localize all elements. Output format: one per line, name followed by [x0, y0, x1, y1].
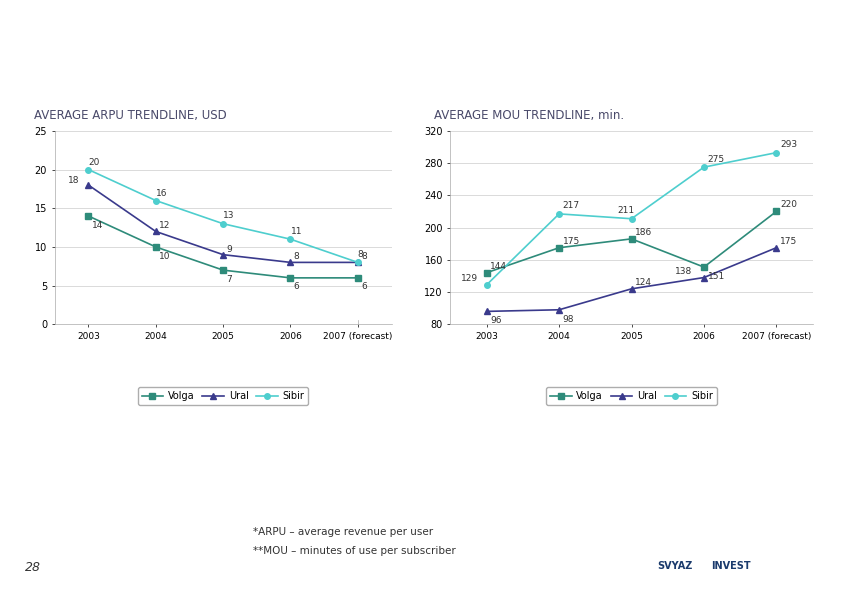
Text: SVYAZ: SVYAZ: [657, 561, 692, 571]
Text: 16: 16: [156, 189, 168, 198]
Text: 96: 96: [490, 317, 502, 325]
Text: 129: 129: [461, 274, 478, 283]
Text: 6: 6: [294, 283, 300, 292]
Text: 186: 186: [635, 228, 653, 237]
Text: 211: 211: [617, 206, 634, 215]
Text: 6: 6: [361, 283, 367, 292]
Text: 8: 8: [294, 252, 300, 261]
Text: 144: 144: [490, 262, 507, 271]
Text: TRENDLINES IN AVERAGE ARPU* AND MOU* OF MOBILE: TRENDLINES IN AVERAGE ARPU* AND MOU* OF …: [21, 56, 493, 71]
Text: 98: 98: [562, 315, 574, 324]
Text: 14: 14: [92, 221, 104, 230]
Text: 9: 9: [226, 245, 232, 253]
Text: 20: 20: [88, 158, 100, 167]
Text: 138: 138: [675, 267, 692, 275]
Text: 8: 8: [358, 250, 364, 259]
Text: 151: 151: [707, 272, 725, 281]
Text: INVEST: INVEST: [711, 561, 751, 571]
Text: 220: 220: [780, 201, 797, 209]
Text: 10: 10: [159, 252, 171, 261]
Text: 8: 8: [361, 252, 367, 261]
Text: 13: 13: [223, 211, 235, 220]
Text: 275: 275: [707, 155, 725, 164]
Text: 217: 217: [562, 201, 580, 210]
Text: 12: 12: [159, 221, 171, 230]
Text: 7: 7: [226, 275, 232, 284]
Text: AVERAGE ARPU TRENDLINE, USD: AVERAGE ARPU TRENDLINE, USD: [34, 109, 226, 122]
Legend: Volga, Ural, Sibir: Volga, Ural, Sibir: [138, 387, 308, 405]
Text: AVERAGE MOU TRENDLINE, min.: AVERAGE MOU TRENDLINE, min.: [434, 109, 624, 122]
Text: ASSETS OF SVYAZINVEST GROUP IN THE MAIN REGIONS: ASSETS OF SVYAZINVEST GROUP IN THE MAIN …: [21, 84, 498, 100]
Text: **MOU – minutes of use per subscriber: **MOU – minutes of use per subscriber: [253, 546, 456, 556]
Text: *ARPU – average revenue per user: *ARPU – average revenue per user: [253, 527, 433, 537]
Text: 175: 175: [780, 237, 797, 246]
Text: 175: 175: [562, 237, 580, 246]
Text: 293: 293: [780, 140, 797, 149]
Text: 28: 28: [25, 561, 41, 574]
Text: 11: 11: [290, 227, 302, 236]
Text: 124: 124: [635, 278, 652, 287]
Text: 18: 18: [68, 176, 80, 184]
Legend: Volga, Ural, Sibir: Volga, Ural, Sibir: [546, 387, 717, 405]
